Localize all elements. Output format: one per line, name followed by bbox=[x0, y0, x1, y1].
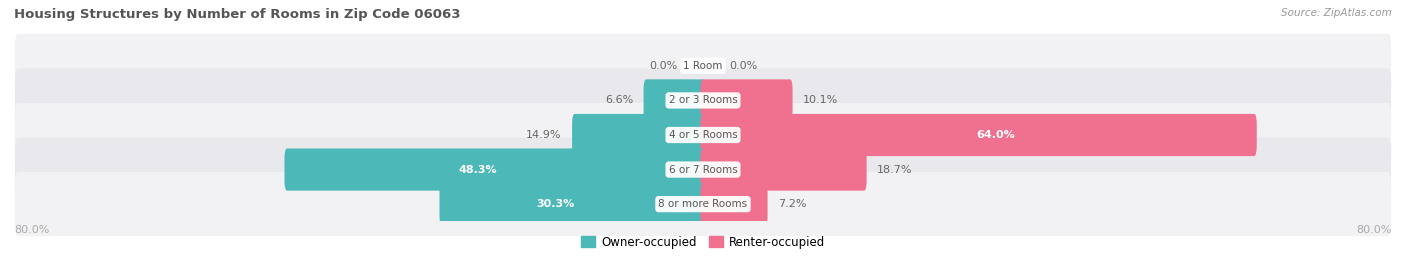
Text: 64.0%: 64.0% bbox=[976, 130, 1015, 140]
FancyBboxPatch shape bbox=[644, 79, 706, 122]
FancyBboxPatch shape bbox=[15, 34, 1391, 98]
Text: 6.6%: 6.6% bbox=[605, 95, 633, 106]
Text: 30.3%: 30.3% bbox=[536, 199, 575, 209]
Text: 10.1%: 10.1% bbox=[803, 95, 838, 106]
Text: 0.0%: 0.0% bbox=[650, 61, 678, 71]
FancyBboxPatch shape bbox=[15, 68, 1391, 133]
FancyBboxPatch shape bbox=[700, 183, 768, 225]
Text: 48.3%: 48.3% bbox=[458, 164, 498, 175]
FancyBboxPatch shape bbox=[440, 183, 706, 225]
Text: 80.0%: 80.0% bbox=[14, 225, 49, 235]
FancyBboxPatch shape bbox=[15, 103, 1391, 167]
FancyBboxPatch shape bbox=[700, 79, 793, 122]
FancyBboxPatch shape bbox=[572, 114, 706, 156]
Text: 1 Room: 1 Room bbox=[683, 61, 723, 71]
Text: 6 or 7 Rooms: 6 or 7 Rooms bbox=[669, 164, 737, 175]
Text: Housing Structures by Number of Rooms in Zip Code 06063: Housing Structures by Number of Rooms in… bbox=[14, 8, 461, 21]
Text: 8 or more Rooms: 8 or more Rooms bbox=[658, 199, 748, 209]
Text: 18.7%: 18.7% bbox=[877, 164, 912, 175]
FancyBboxPatch shape bbox=[284, 148, 706, 191]
FancyBboxPatch shape bbox=[700, 114, 1257, 156]
Text: 0.0%: 0.0% bbox=[728, 61, 756, 71]
FancyBboxPatch shape bbox=[15, 137, 1391, 202]
FancyBboxPatch shape bbox=[700, 148, 866, 191]
Text: 80.0%: 80.0% bbox=[1357, 225, 1392, 235]
Text: 4 or 5 Rooms: 4 or 5 Rooms bbox=[669, 130, 737, 140]
Text: 14.9%: 14.9% bbox=[526, 130, 562, 140]
Text: 7.2%: 7.2% bbox=[778, 199, 807, 209]
FancyBboxPatch shape bbox=[15, 172, 1391, 236]
Text: 2 or 3 Rooms: 2 or 3 Rooms bbox=[669, 95, 737, 106]
Legend: Owner-occupied, Renter-occupied: Owner-occupied, Renter-occupied bbox=[576, 231, 830, 254]
Text: Source: ZipAtlas.com: Source: ZipAtlas.com bbox=[1281, 8, 1392, 18]
